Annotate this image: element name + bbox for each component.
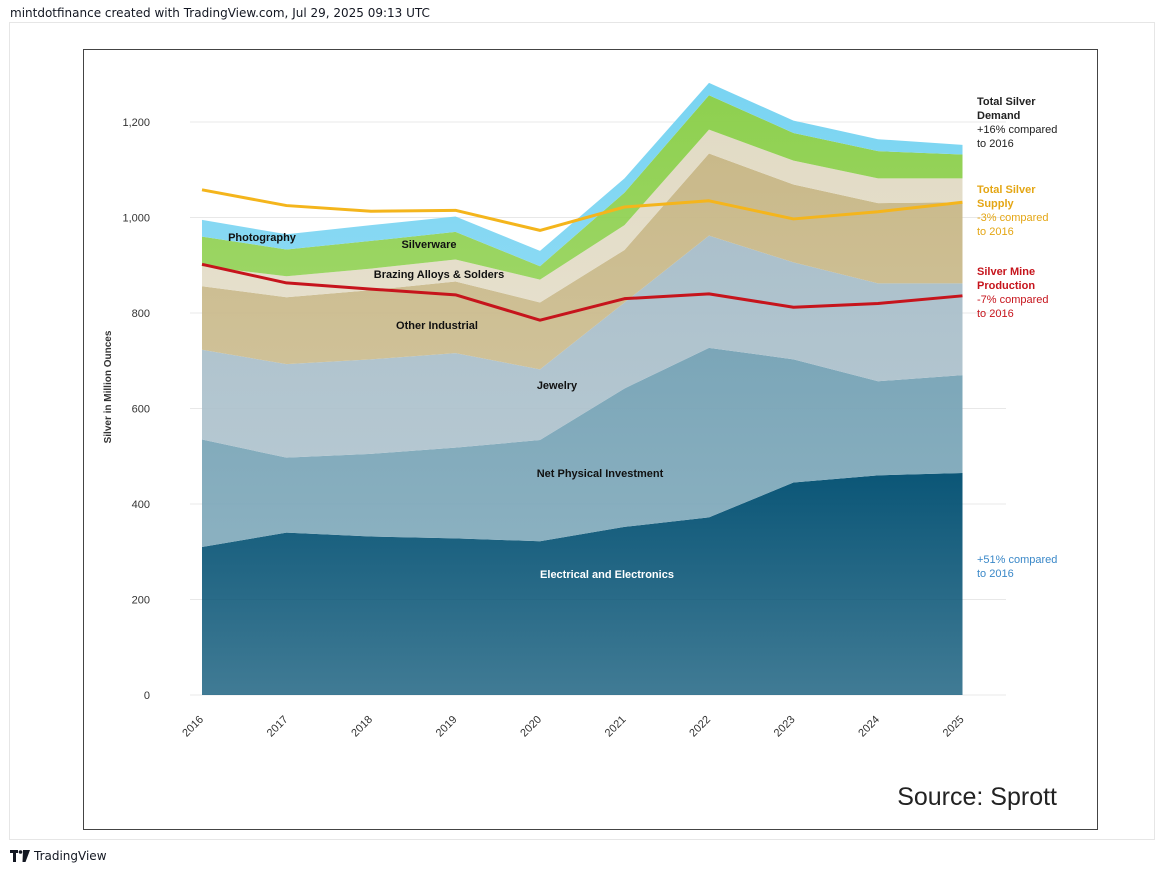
x-tick-label: 2017 [265, 714, 291, 740]
x-tick-label: 2019 [434, 714, 460, 740]
annotation-title: Total Silver [977, 96, 1036, 108]
area-label: Other Industrial [396, 320, 478, 332]
y-tick-label: 400 [132, 499, 150, 511]
line-silver-mine-production [201, 262, 963, 322]
area-label: Electrical and Electronics [540, 569, 674, 581]
y-axis-title: Silver in Million Ounces [103, 330, 114, 443]
y-tick-label: 200 [132, 595, 150, 607]
annotation-note: to 2016 [977, 138, 1014, 150]
y-tick-label: 1,000 [122, 213, 150, 225]
x-tick-label: 2023 [772, 714, 798, 740]
annotation-title: Demand [977, 110, 1020, 122]
annotation-title: Supply [977, 198, 1015, 210]
area-photography [202, 82, 963, 267]
tradingview-footer[interactable]: TradingView [10, 849, 107, 863]
annotation-note: -7% compared [977, 294, 1049, 306]
area-label: Silverware [401, 239, 456, 251]
area-brazing-alloys-solders [202, 129, 963, 303]
y-tick-label: 0 [144, 690, 150, 702]
area-electrical-and-electronics [202, 472, 963, 695]
annotation-title: Total Silver [977, 184, 1036, 196]
annotation-note: -3% compared [977, 212, 1049, 224]
annotation-note: to 2016 [977, 226, 1014, 238]
chart-caption: mintdotfinance created with TradingView.… [10, 6, 430, 20]
annotation-note: to 2016 [977, 568, 1014, 580]
area-other-industrial [202, 153, 963, 370]
y-tick-label: 800 [132, 308, 150, 320]
y-tick-label: 600 [132, 404, 150, 416]
source-label: Source: Sprott [897, 783, 1057, 811]
x-tick-label: 2016 [180, 714, 206, 740]
area-silverware [202, 95, 963, 280]
tradingview-brand: TradingView [34, 849, 107, 863]
area-net-physical-investment [202, 347, 963, 547]
annotation-title: Silver Mine [977, 266, 1035, 278]
chart-frame: 0 200 400 600 800 1,000 1,200 Silver in Million… [83, 49, 1098, 830]
x-tick-label: 2018 [349, 714, 375, 740]
line-total-silver-supply [201, 188, 963, 232]
annotation-title: Production [977, 280, 1035, 292]
area-label: Brazing Alloys & Solders [374, 269, 504, 281]
area-jewelry [202, 235, 963, 458]
area-label: Jewelry [537, 380, 578, 392]
annotation-note: +51% compared [977, 554, 1057, 566]
tradingview-logo-icon [10, 850, 30, 862]
y-tick-label: 1,200 [122, 117, 150, 129]
x-tick-label: 2022 [687, 714, 713, 740]
annotation-note: +16% compared [977, 124, 1057, 136]
x-tick-label: 2021 [603, 714, 629, 740]
x-tick-label: 2025 [941, 714, 967, 740]
chart-card: 0 200 400 600 800 1,000 1,200 Silver in Million… [9, 22, 1155, 840]
x-tick-label: 2020 [518, 714, 544, 740]
silver-demand-chart: 0 200 400 600 800 1,000 1,200 Silver in Million… [103, 82, 1057, 811]
annotation-note: to 2016 [977, 308, 1014, 320]
x-tick-label: 2024 [856, 714, 882, 740]
area-label: Net Physical Investment [537, 468, 664, 480]
area-label: Photography [228, 232, 297, 244]
